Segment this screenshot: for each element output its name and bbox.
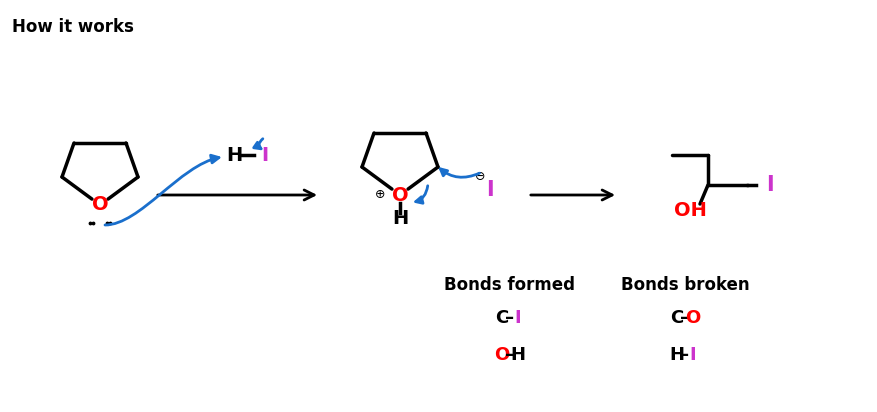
Text: –: –	[680, 346, 688, 364]
Text: H: H	[391, 209, 408, 229]
Text: ⊕: ⊕	[374, 187, 385, 201]
Text: –: –	[505, 309, 514, 327]
Text: How it works: How it works	[12, 18, 133, 36]
Text: C: C	[495, 309, 508, 327]
Text: I: I	[486, 180, 493, 200]
FancyArrowPatch shape	[253, 139, 262, 149]
Text: –: –	[505, 346, 514, 364]
FancyArrowPatch shape	[415, 186, 427, 203]
Text: O: O	[91, 196, 108, 215]
Text: H: H	[668, 346, 683, 364]
FancyArrowPatch shape	[440, 169, 479, 177]
Text: Bonds formed: Bonds formed	[444, 276, 574, 294]
Text: O: O	[391, 185, 408, 204]
Text: –: –	[680, 309, 688, 327]
Text: O: O	[685, 309, 700, 327]
Text: I: I	[689, 346, 695, 364]
Text: C: C	[669, 309, 682, 327]
Text: Bonds broken: Bonds broken	[620, 276, 748, 294]
Text: H: H	[225, 145, 242, 164]
Text: O: O	[494, 346, 509, 364]
Text: I: I	[261, 145, 268, 164]
FancyArrowPatch shape	[105, 155, 218, 225]
Text: I: I	[514, 309, 521, 327]
Text: OH: OH	[673, 201, 706, 220]
Text: I: I	[766, 175, 773, 195]
Text: H: H	[510, 346, 525, 364]
Text: ⊖: ⊖	[474, 169, 485, 183]
